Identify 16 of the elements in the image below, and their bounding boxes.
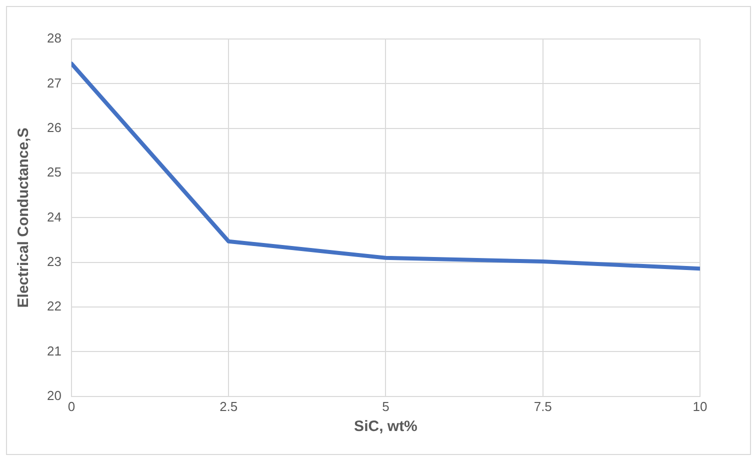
- x-tick-label: 5: [382, 398, 390, 414]
- y-tick-label: 28: [46, 30, 62, 46]
- y-tick-label: 26: [46, 120, 62, 135]
- y-tick-label: 21: [46, 343, 62, 358]
- y-tick-label: 27: [46, 75, 62, 90]
- y-axis-title: Electrical Conductance,S: [15, 128, 32, 308]
- x-tick-label: 0: [68, 398, 76, 414]
- x-axis-title: SiC, wt%: [354, 418, 418, 436]
- y-tick-label: 22: [46, 298, 62, 314]
- y-tick-label: 24: [46, 209, 62, 224]
- x-tick-label: 7.5: [534, 398, 552, 414]
- y-tick-label: 23: [46, 254, 62, 269]
- x-tick-label: 2.5: [220, 398, 238, 414]
- x-tick-label: 10: [692, 398, 708, 414]
- y-tick-label: 20: [46, 388, 62, 403]
- y-tick-label: 25: [46, 164, 62, 180]
